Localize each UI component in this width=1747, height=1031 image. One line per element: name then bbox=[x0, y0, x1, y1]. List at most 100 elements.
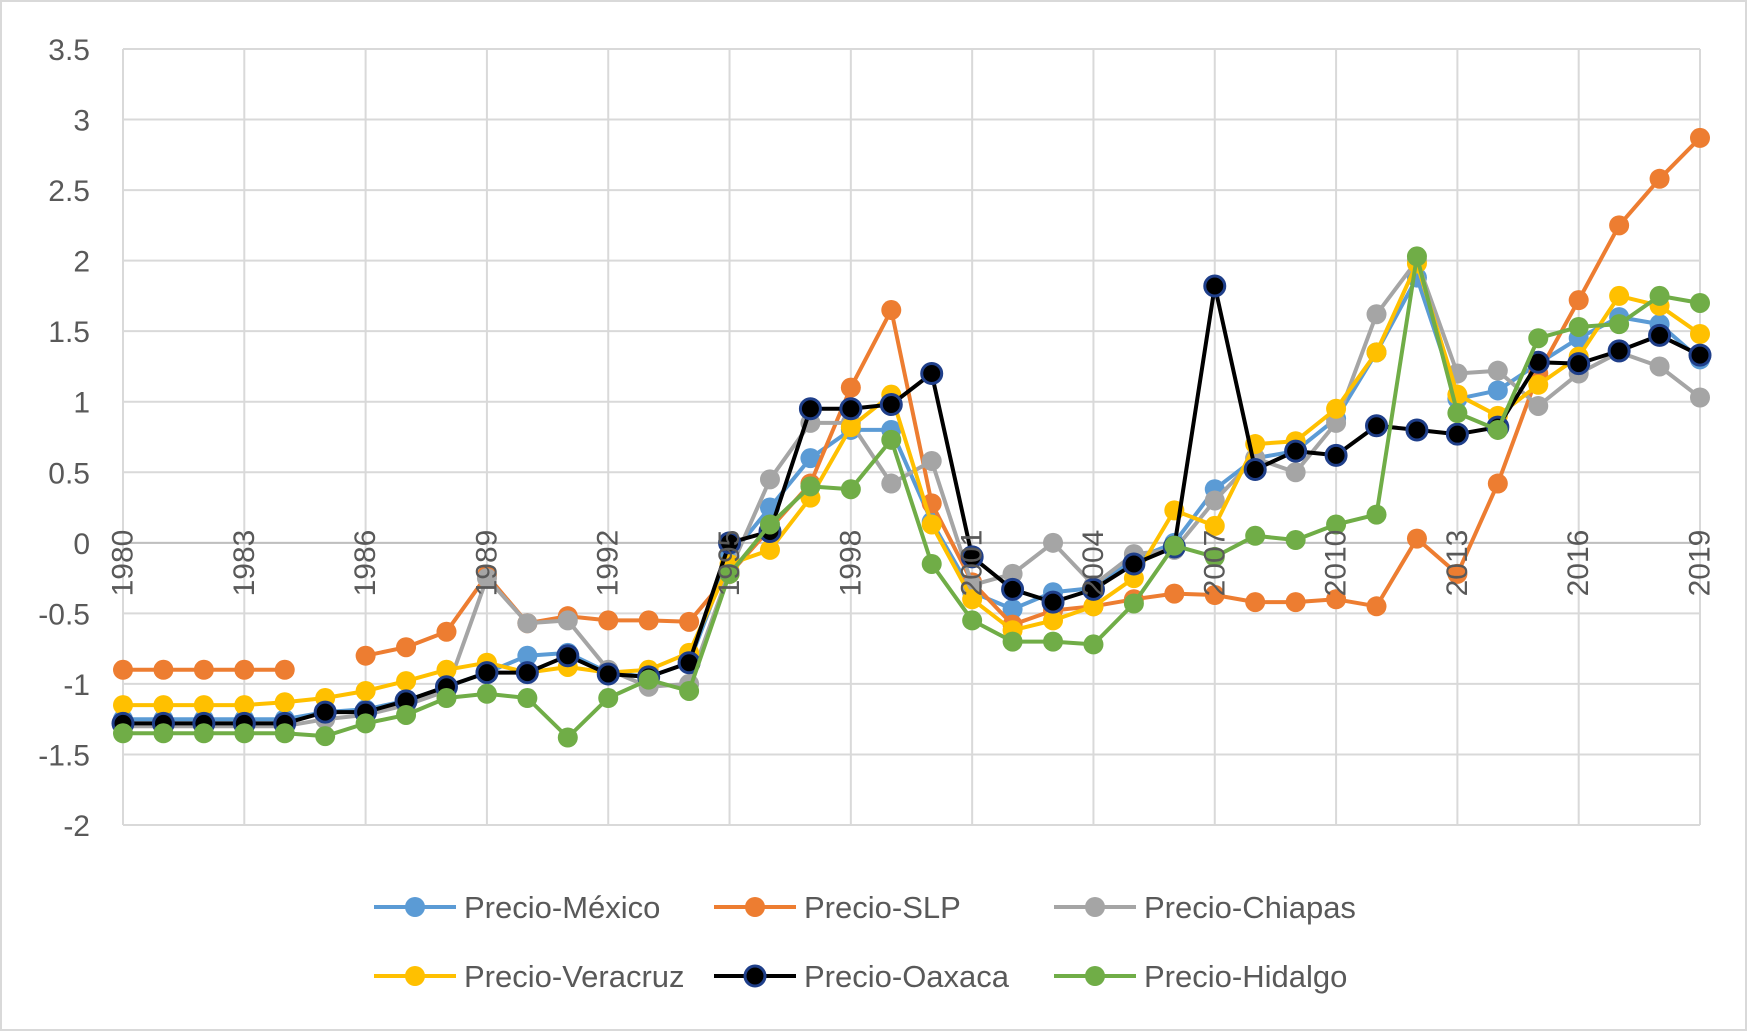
data-point bbox=[638, 610, 659, 631]
data-point bbox=[1405, 418, 1429, 442]
legend-label: Precio-SLP bbox=[804, 890, 961, 925]
data-point bbox=[638, 669, 659, 690]
data-point bbox=[881, 429, 902, 450]
legend-label: Precio-México bbox=[464, 890, 660, 925]
data-point bbox=[1649, 168, 1670, 189]
data-point bbox=[274, 692, 295, 713]
data-point bbox=[396, 704, 417, 725]
data-point bbox=[920, 362, 944, 386]
data-point bbox=[1447, 563, 1468, 584]
data-point bbox=[840, 417, 861, 438]
y-tick-label: 1.5 bbox=[48, 316, 90, 349]
data-point bbox=[153, 723, 174, 744]
x-tick-label: 2004 bbox=[1077, 530, 1110, 597]
data-point bbox=[1122, 552, 1146, 576]
data-point bbox=[1567, 352, 1591, 376]
x-tick-label: 1989 bbox=[470, 530, 503, 597]
data-point bbox=[517, 613, 538, 634]
data-point bbox=[1609, 215, 1630, 236]
data-point bbox=[1245, 525, 1266, 546]
x-tick-label: 2001 bbox=[956, 530, 989, 597]
x-tick-label: 1995 bbox=[713, 530, 746, 597]
data-point bbox=[1326, 412, 1347, 433]
data-point bbox=[1164, 583, 1185, 604]
data-point bbox=[113, 659, 133, 680]
data-point bbox=[1690, 292, 1710, 313]
data-point bbox=[1690, 387, 1710, 408]
data-point bbox=[1285, 462, 1306, 483]
x-tick-label: 1986 bbox=[349, 530, 382, 597]
data-point bbox=[1648, 323, 1672, 347]
data-point bbox=[798, 397, 822, 421]
data-point bbox=[1607, 339, 1631, 363]
data-point bbox=[1204, 585, 1225, 606]
data-point bbox=[436, 621, 457, 642]
data-point bbox=[1326, 589, 1347, 610]
data-point bbox=[274, 723, 295, 744]
series-Precio-Chiapas bbox=[113, 250, 1710, 737]
series-line bbox=[123, 261, 1702, 708]
data-point bbox=[1649, 356, 1670, 377]
data-point bbox=[718, 531, 742, 555]
x-tick-label: 1980 bbox=[107, 530, 140, 597]
data-point bbox=[476, 683, 497, 704]
series-line bbox=[123, 284, 1701, 726]
data-point bbox=[1285, 592, 1306, 613]
series-line bbox=[123, 254, 1701, 740]
data-point bbox=[193, 695, 214, 716]
y-tick-label: -1 bbox=[63, 669, 90, 702]
legend-item: Precio-SLP bbox=[714, 890, 961, 925]
data-point bbox=[355, 680, 376, 701]
data-point bbox=[1041, 590, 1065, 614]
data-point bbox=[1123, 593, 1144, 614]
x-tick-label: 1992 bbox=[592, 530, 625, 597]
data-point bbox=[234, 723, 255, 744]
data-point bbox=[517, 688, 538, 709]
data-point bbox=[556, 644, 580, 668]
data-point bbox=[1528, 374, 1549, 395]
data-point bbox=[1568, 290, 1589, 311]
x-tick-label: 2010 bbox=[1320, 530, 1353, 597]
data-point bbox=[1203, 274, 1227, 298]
data-point bbox=[1001, 577, 1025, 601]
series-Precio-Hidalgo bbox=[113, 246, 1710, 748]
data-point bbox=[355, 645, 376, 666]
data-point bbox=[1690, 127, 1710, 148]
y-axis-ticks: -2 -1.5 -1 -0.5 0 0.5 1 1.5 2 2.5 3 3.5 bbox=[38, 34, 90, 843]
data-point bbox=[557, 727, 578, 748]
data-point bbox=[1043, 631, 1064, 652]
data-point bbox=[1365, 414, 1389, 438]
x-tick-label: 1983 bbox=[228, 530, 261, 597]
data-point bbox=[396, 637, 417, 658]
y-tick-label: 3 bbox=[73, 105, 90, 138]
data-point bbox=[1487, 473, 1508, 494]
data-point bbox=[679, 680, 700, 701]
legend-swatch-marker bbox=[743, 964, 767, 988]
data-point bbox=[475, 661, 499, 685]
data-point bbox=[1609, 285, 1630, 306]
data-point bbox=[313, 700, 337, 724]
data-point bbox=[840, 479, 861, 500]
data-point bbox=[396, 671, 417, 692]
data-point bbox=[113, 695, 133, 716]
data-point bbox=[1083, 634, 1104, 655]
data-point bbox=[921, 553, 942, 574]
data-point bbox=[1326, 514, 1347, 535]
data-point bbox=[1043, 532, 1064, 553]
series-Precio-Veracruz bbox=[113, 253, 1710, 716]
legend-item: Precio-Chiapas bbox=[1054, 890, 1356, 925]
legend-swatch-marker bbox=[405, 897, 425, 917]
y-tick-label: -2 bbox=[63, 810, 90, 843]
data-point bbox=[1366, 596, 1387, 617]
legend-label: Precio-Oaxaca bbox=[804, 959, 1010, 994]
legend-item: Precio-Oaxaca bbox=[714, 959, 1010, 994]
data-point bbox=[1245, 592, 1266, 613]
y-tick-label: 2 bbox=[73, 246, 90, 279]
legend-item: Precio-Hidalgo bbox=[1054, 959, 1347, 994]
data-point bbox=[1043, 610, 1064, 631]
data-point bbox=[881, 473, 902, 494]
y-tick-label: 3.5 bbox=[48, 34, 90, 67]
data-point bbox=[1487, 360, 1508, 381]
data-point bbox=[1690, 324, 1710, 345]
data-point bbox=[1324, 443, 1348, 467]
